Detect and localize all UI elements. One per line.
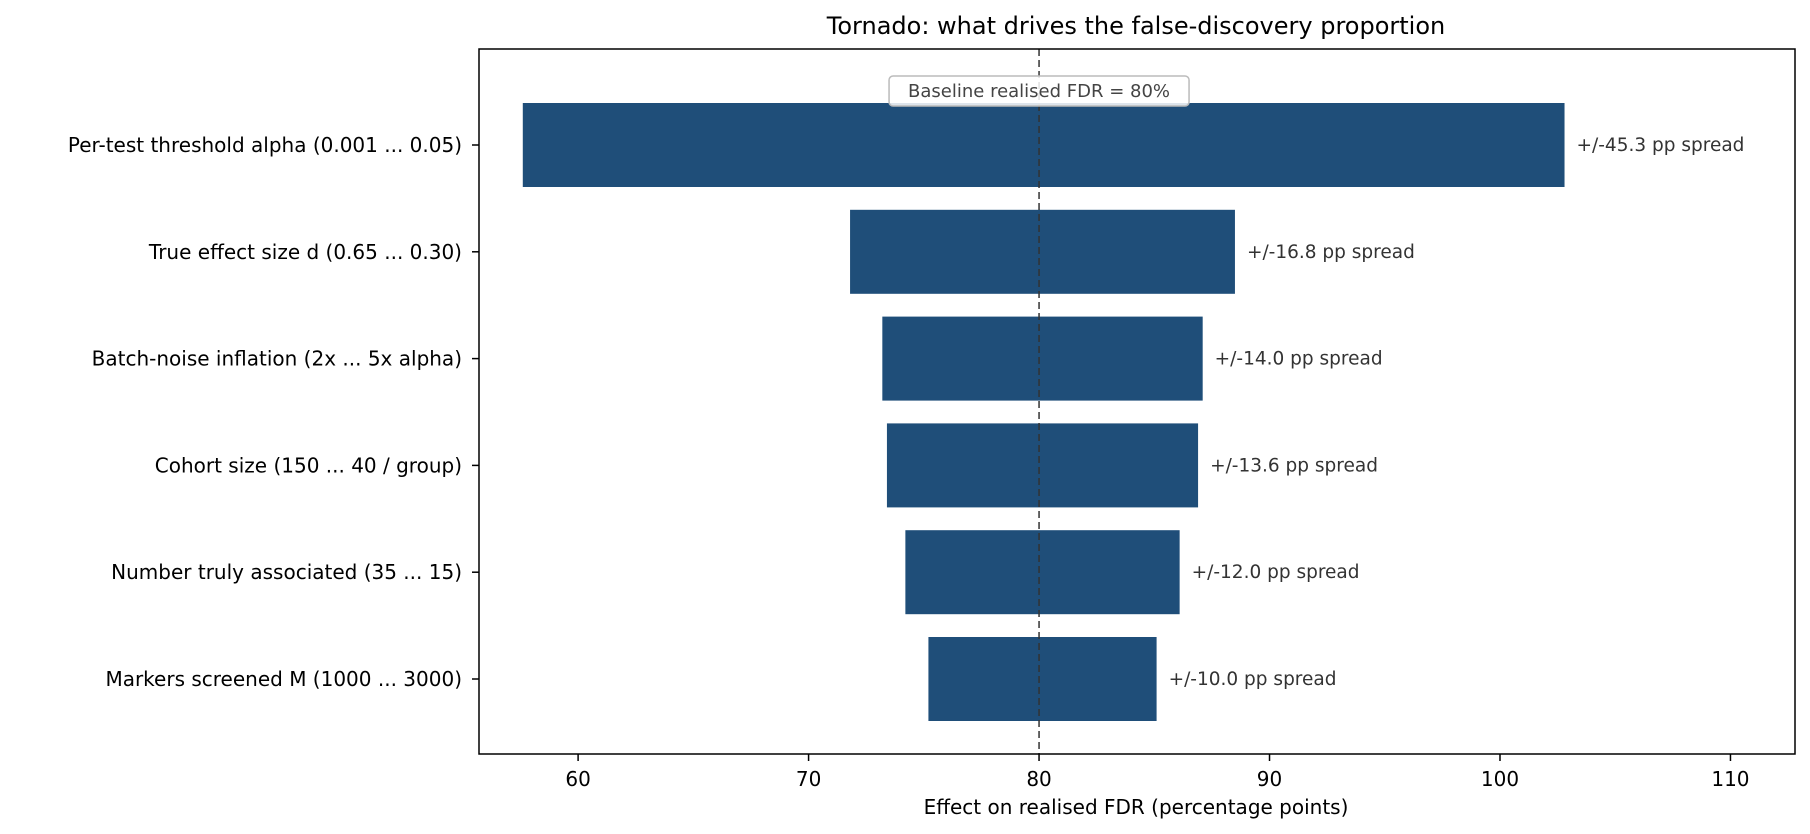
- category-label: True effect size d (0.65 ... 0.30): [148, 240, 462, 264]
- category-label: Cohort size (150 ... 40 / group): [155, 453, 462, 477]
- chart-title: Tornado: what drives the false-discovery…: [826, 12, 1445, 40]
- baseline-annotation-box: [888, 75, 1190, 107]
- category-label: Per-test threshold alpha (0.001 ... 0.05…: [68, 133, 462, 157]
- bar: [905, 530, 1180, 615]
- bar-spread-label: +/-10.0 pp spread: [1169, 669, 1337, 690]
- baseline-annotation: Baseline realised FDR = 80%: [908, 81, 1170, 102]
- bar: [522, 103, 1565, 187]
- bar-spread-label: +/-12.0 pp spread: [1192, 562, 1360, 583]
- x-axis-title: Effect on realised FDR (percentage point…: [924, 795, 1349, 819]
- bar-spread-label: +/-13.6 pp spread: [1210, 455, 1378, 476]
- plot-frame: [478, 48, 1796, 755]
- bar-spread-label: +/-16.8 pp spread: [1247, 242, 1415, 263]
- bar: [886, 423, 1199, 508]
- bar-spread-label: +/-45.3 pp spread: [1577, 135, 1745, 156]
- plot-area: Per-test threshold alpha (0.001 ... 0.05…: [68, 49, 1750, 791]
- bar: [928, 637, 1157, 721]
- x-tick-label: 80: [1026, 767, 1051, 791]
- bar: [850, 209, 1235, 294]
- x-tick-label: 70: [796, 767, 821, 791]
- bar-spread-label: +/-14.0 pp spread: [1215, 349, 1383, 370]
- x-tick-label: 60: [565, 767, 590, 791]
- x-tick-label: 110: [1711, 767, 1749, 791]
- category-label: Batch-noise inflation (2x ... 5x alpha): [92, 347, 462, 371]
- bar: [882, 316, 1203, 401]
- x-tick-label: 90: [1257, 767, 1282, 791]
- category-label: Number truly associated (35 ... 15): [111, 560, 462, 584]
- x-tick-label: 100: [1481, 767, 1519, 791]
- category-label: Markers screened M (1000 ... 3000): [105, 667, 462, 691]
